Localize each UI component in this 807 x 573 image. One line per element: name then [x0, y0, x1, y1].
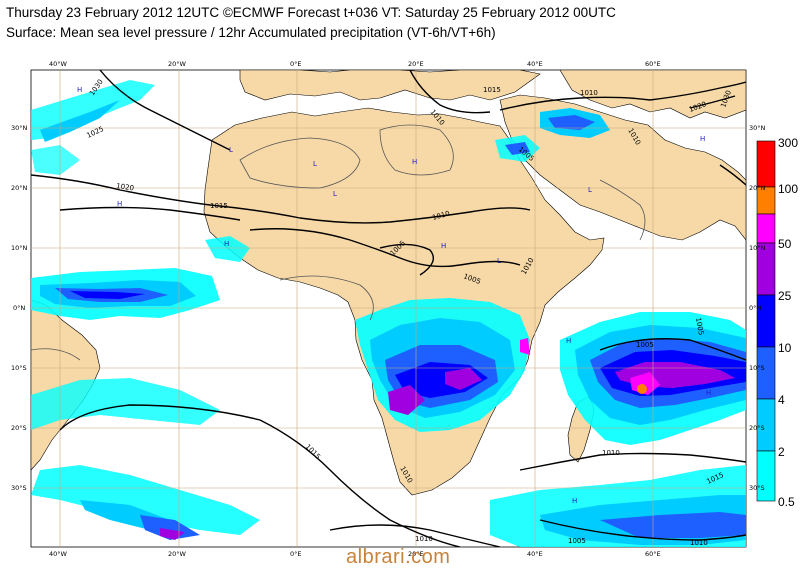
lat-label: 10°N	[11, 244, 28, 252]
isobar-label: 1020	[116, 182, 135, 192]
precipitation-legend	[756, 140, 776, 502]
lon-label-bottom: 0°E	[290, 550, 302, 558]
isobar-label: 1010	[580, 89, 598, 97]
isobars-thin	[31, 124, 646, 361]
high-pressure-marker: H	[224, 240, 229, 248]
isobars	[31, 70, 746, 547]
low-pressure-marker: L	[333, 190, 337, 198]
map-subtitle: Surface: Mean sea level pressure / 12hr …	[6, 25, 496, 40]
lon-label-bottom: 60°E	[645, 550, 661, 558]
isobar-label: 1005	[636, 341, 654, 349]
lat-label-right: 10°N	[749, 244, 766, 252]
legend-label: 2	[778, 445, 785, 459]
lat-label-right: 10°S	[749, 364, 765, 372]
legend-label: 10	[778, 341, 792, 355]
lat-label: 0°N	[13, 304, 26, 312]
lat-label: 20°N	[11, 184, 28, 192]
lon-label: 60°E	[645, 60, 661, 68]
high-pressure-marker: H	[77, 86, 82, 94]
lon-label: 40°W	[49, 60, 67, 68]
pressure-markers: H L H L L H H L H H L H H L H	[77, 86, 711, 505]
lat-label-right: 0°N	[749, 304, 762, 312]
isobar-label: 1010	[415, 535, 433, 543]
low-pressure-marker: L	[588, 186, 592, 194]
high-pressure-marker: H	[412, 158, 417, 166]
grid-lines	[31, 70, 746, 547]
legend-label: 0.5	[778, 495, 795, 509]
low-pressure-marker: L	[229, 146, 233, 154]
high-pressure-marker: H	[706, 389, 711, 397]
high-pressure-marker: H	[117, 200, 122, 208]
lon-label-bottom: 40°W	[49, 550, 67, 558]
isobar-label: 1010	[602, 449, 620, 457]
low-pressure-marker: L	[497, 257, 501, 265]
lon-label-bottom: 40°E	[527, 550, 543, 558]
legend-label: 4	[778, 393, 785, 407]
lon-label: 20°E	[408, 60, 424, 68]
lon-label: 0°E	[290, 60, 302, 68]
lat-label-right: 30°N	[749, 124, 766, 132]
lon-label-bottom: 20°W	[168, 550, 186, 558]
isobar-label: 1015	[210, 202, 228, 210]
high-pressure-marker: H	[572, 497, 577, 505]
lon-label-bottom: 20°E	[408, 550, 424, 558]
lat-label-right: 20°N	[749, 184, 766, 192]
low-pressure-marker: L	[617, 366, 621, 374]
isobar-label: 1010	[690, 539, 708, 547]
lat-label: 30°S	[11, 484, 27, 492]
isobar-label: 1005	[694, 317, 705, 336]
isobar-label: 1005	[568, 537, 586, 545]
lat-label-right: 20°S	[749, 424, 765, 432]
map-title: Thursday 23 February 2012 12UTC ©ECMWF F…	[6, 5, 616, 20]
lat-label: 10°S	[11, 364, 27, 372]
low-pressure-marker: L	[313, 160, 317, 168]
legend-swatch-4	[756, 346, 776, 400]
lon-label: 40°E	[527, 60, 543, 68]
legend-label: 300	[778, 136, 799, 150]
lat-label-right: 30°S	[749, 484, 765, 492]
isobar-label: 1015	[483, 86, 501, 94]
legend-label: 50	[778, 237, 792, 251]
legend-swatch-300	[756, 140, 776, 188]
legend-swatch-50	[756, 213, 776, 244]
lat-label: 30°N	[11, 124, 28, 132]
high-pressure-marker: H	[566, 337, 571, 345]
high-pressure-marker: H	[700, 135, 705, 143]
legend-swatch-0.5	[756, 450, 776, 502]
high-pressure-marker: H	[441, 242, 446, 250]
watermark: albrari.com	[346, 546, 451, 568]
legend-label: 100	[778, 182, 799, 196]
legend-label: 25	[778, 289, 792, 303]
lat-label: 20°S	[11, 424, 27, 432]
legend-swatch-10	[756, 294, 776, 348]
lon-label: 20°W	[168, 60, 186, 68]
